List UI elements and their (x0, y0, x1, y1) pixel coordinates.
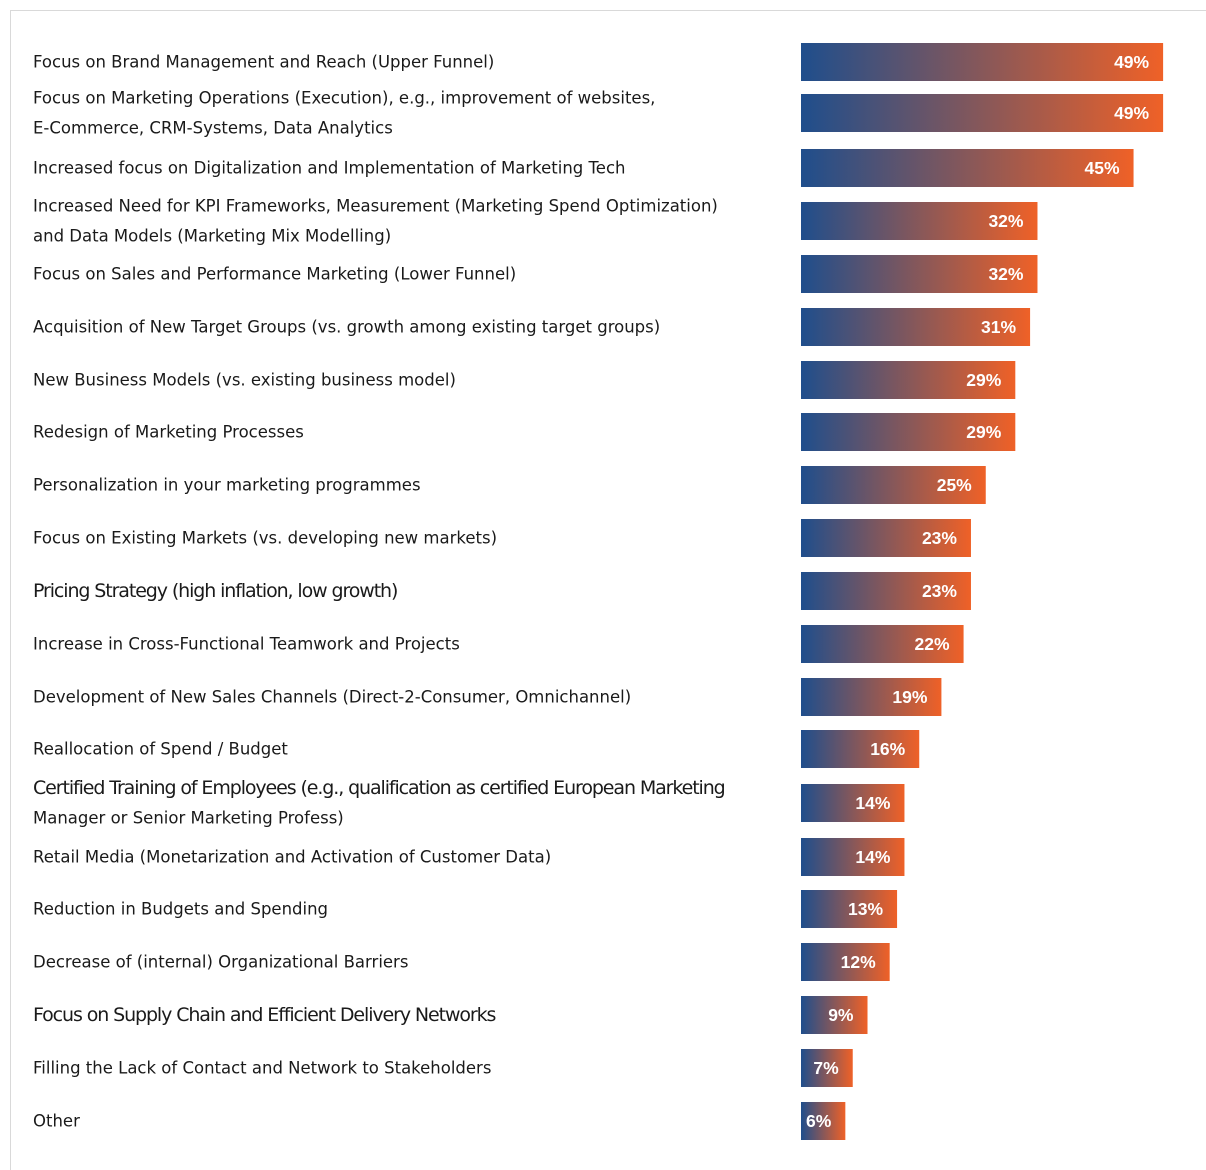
bar (801, 519, 971, 557)
bar (801, 890, 898, 928)
bar (801, 678, 942, 716)
bar-value-label: 7% (813, 1058, 839, 1078)
category-label: Focus on Brand Management and Reach (Upp… (33, 53, 494, 72)
bar (801, 466, 986, 504)
bar-row: Filling the Lack of Contact and Network … (33, 1049, 853, 1087)
bar-value-label: 25% (937, 475, 972, 495)
category-label: Redesign of Marketing Processes (33, 423, 304, 442)
bar-row: Redesign of Marketing Processes 29% (33, 413, 1016, 451)
bar (801, 94, 1164, 132)
bar-value-label: 9% (828, 1005, 854, 1025)
bar-row: Acquisition of New Target Groups (vs. gr… (33, 308, 1031, 346)
chart-frame (10, 10, 1206, 1170)
category-label: Acquisition of New Target Groups (vs. gr… (33, 318, 660, 337)
bar-row: Increased Need for KPI Frameworks, Measu… (33, 197, 1038, 246)
bar-value-label: 22% (915, 634, 950, 654)
bar (801, 1102, 846, 1140)
category-label: Focus on Supply Chain and Efficient Deli… (33, 1004, 496, 1026)
category-label: Filling the Lack of Contact and Network … (33, 1059, 491, 1078)
category-label: New Business Models (vs. existing busine… (33, 371, 456, 390)
category-label: Personalization in your marketing progra… (33, 476, 421, 495)
bar-row: Other 6% (33, 1102, 846, 1140)
category-label: Certified Training of Employees (e.g., q… (33, 777, 725, 799)
category-label: Focus on Marketing Operations (Execution… (33, 89, 655, 108)
bar-row: Focus on Marketing Operations (Execution… (33, 89, 1164, 138)
bar-value-label: 45% (1085, 158, 1120, 178)
bar-value-label: 23% (922, 528, 957, 548)
category-label: Reallocation of Spend / Budget (33, 740, 288, 759)
bar-row: Increased focus on Digitalization and Im… (33, 149, 1134, 187)
bar (801, 1049, 853, 1087)
bar-row: Focus on Brand Management and Reach (Upp… (33, 43, 1164, 81)
bar-value-label: 23% (922, 581, 957, 601)
bar (801, 838, 905, 876)
bar (801, 413, 1016, 451)
category-label: Increased focus on Digitalization and Im… (33, 159, 625, 178)
category-label: Other (33, 1112, 80, 1131)
bar-row: Development of New Sales Channels (Direc… (33, 678, 942, 716)
bar-value-label: 32% (988, 211, 1023, 231)
bar (801, 784, 905, 822)
bar-value-label: 14% (855, 847, 890, 867)
bar (801, 149, 1134, 187)
bar (801, 996, 868, 1034)
bar-value-label: 12% (841, 952, 876, 972)
category-label: Decrease of (internal) Organizational Ba… (33, 953, 408, 972)
bar-row: Focus on Existing Markets (vs. developin… (33, 519, 971, 557)
bar (801, 202, 1038, 240)
category-label: Increase in Cross-Functional Teamwork an… (33, 635, 460, 654)
bar-value-label: 13% (848, 899, 883, 919)
bar-value-label: 49% (1114, 52, 1149, 72)
category-label: Focus on Existing Markets (vs. developin… (33, 529, 497, 548)
bar-value-label: 16% (870, 739, 905, 759)
bar (801, 625, 964, 663)
category-label: Manager or Senior Marketing Profess) (33, 809, 344, 828)
category-label: E-Commerce, CRM-Systems, Data Analytics (33, 119, 393, 138)
bar-row: Retail Media (Monetarization and Activat… (33, 838, 905, 876)
bar-value-label: 29% (966, 370, 1001, 390)
bar-value-label: 6% (806, 1111, 832, 1131)
category-label: Development of New Sales Channels (Direc… (33, 688, 631, 707)
category-label: Reduction in Budgets and Spending (33, 900, 328, 919)
bar (801, 308, 1031, 346)
bar (801, 730, 920, 768)
category-label: Pricing Strategy (high inflation, low gr… (33, 580, 397, 602)
bar-value-label: 32% (988, 264, 1023, 284)
bar-row: Focus on Sales and Performance Marketing… (33, 255, 1038, 293)
bar-row: Pricing Strategy (high inflation, low gr… (33, 572, 971, 610)
category-label: Retail Media (Monetarization and Activat… (33, 848, 551, 867)
bar-row: Personalization in your marketing progra… (33, 466, 986, 504)
bar (801, 572, 971, 610)
bar (801, 255, 1038, 293)
bar-row: Focus on Supply Chain and Efficient Deli… (33, 996, 868, 1034)
bar (801, 43, 1164, 81)
bar-value-label: 14% (855, 793, 890, 813)
category-label: Increased Need for KPI Frameworks, Measu… (33, 197, 718, 216)
bar (801, 361, 1016, 399)
bar-row: Decrease of (internal) Organizational Ba… (33, 943, 890, 981)
bar-value-label: 49% (1114, 103, 1149, 123)
category-label: Focus on Sales and Performance Marketing… (33, 265, 516, 284)
bar-row: New Business Models (vs. existing busine… (33, 361, 1016, 399)
bar-row: Certified Training of Employees (e.g., q… (33, 777, 905, 828)
bar-row: Reallocation of Spend / Budget 16% (33, 730, 920, 768)
bar (801, 943, 890, 981)
bar-value-label: 29% (966, 422, 1001, 442)
bar-value-label: 31% (981, 317, 1016, 337)
category-label: and Data Models (Marketing Mix Modelling… (33, 227, 391, 246)
bar-row: Reduction in Budgets and Spending 13% (33, 890, 898, 928)
bar-value-label: 19% (892, 687, 927, 707)
bar-row: Increase in Cross-Functional Teamwork an… (33, 625, 964, 663)
